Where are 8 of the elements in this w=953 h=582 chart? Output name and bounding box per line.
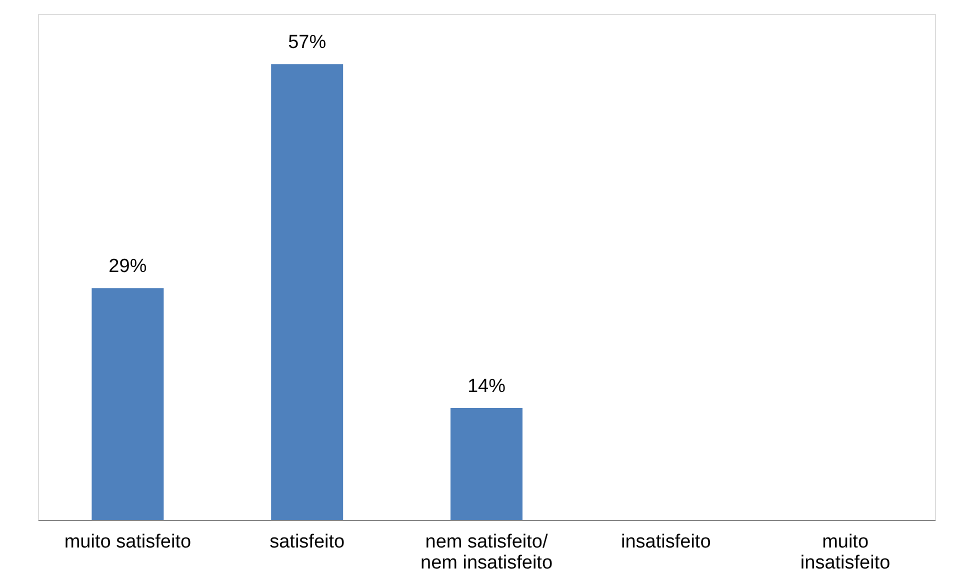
data-label: 57% xyxy=(288,32,326,54)
x-tick-label: muito satisfeito xyxy=(64,532,192,552)
x-tick-label: insatisfeito xyxy=(621,532,711,552)
data-label: 14% xyxy=(467,376,506,398)
x-tick-label: satisfeito xyxy=(270,532,345,552)
x-tick-label: muito insatisfeito xyxy=(800,532,890,574)
data-label: 29% xyxy=(108,256,147,278)
x-tick-label: nem satisfeito/ nem insatisfeito xyxy=(420,532,553,574)
